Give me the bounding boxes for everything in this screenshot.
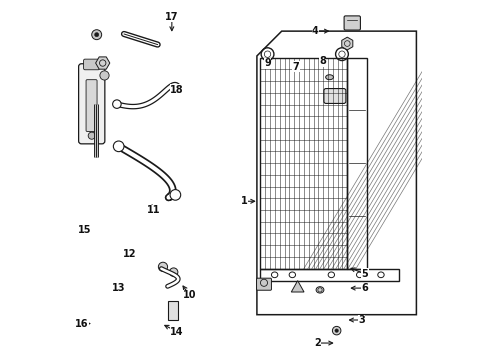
- Circle shape: [170, 190, 181, 200]
- Circle shape: [92, 30, 102, 40]
- Text: 2: 2: [313, 338, 320, 348]
- Text: 17: 17: [165, 12, 178, 22]
- Circle shape: [100, 71, 109, 80]
- FancyBboxPatch shape: [344, 16, 360, 30]
- Circle shape: [332, 327, 340, 335]
- Text: 12: 12: [122, 249, 136, 260]
- Circle shape: [334, 329, 338, 332]
- Polygon shape: [291, 281, 304, 292]
- Ellipse shape: [315, 287, 323, 293]
- FancyBboxPatch shape: [86, 80, 97, 131]
- FancyBboxPatch shape: [323, 89, 345, 103]
- Bar: [260, 269, 398, 281]
- Bar: [260, 58, 346, 269]
- Bar: [167, 301, 177, 320]
- Text: 8: 8: [318, 56, 325, 66]
- Text: 18: 18: [170, 85, 183, 95]
- Text: 7: 7: [292, 62, 299, 72]
- Text: 10: 10: [183, 290, 196, 300]
- Circle shape: [94, 32, 99, 37]
- Circle shape: [113, 141, 124, 152]
- Text: 3: 3: [357, 315, 364, 325]
- Text: 15: 15: [78, 225, 92, 235]
- Circle shape: [88, 132, 95, 139]
- Ellipse shape: [325, 75, 333, 80]
- FancyBboxPatch shape: [79, 64, 104, 144]
- Text: 13: 13: [112, 283, 125, 293]
- FancyBboxPatch shape: [256, 278, 271, 290]
- Text: 9: 9: [264, 58, 270, 68]
- FancyBboxPatch shape: [83, 59, 100, 70]
- Text: 1: 1: [241, 196, 247, 206]
- Circle shape: [169, 268, 178, 276]
- Text: 5: 5: [361, 269, 367, 279]
- Bar: [346, 58, 366, 269]
- Text: 11: 11: [147, 205, 161, 215]
- Text: 14: 14: [170, 327, 183, 337]
- Circle shape: [158, 262, 167, 271]
- Circle shape: [112, 100, 121, 108]
- Text: 6: 6: [361, 283, 367, 293]
- Text: 16: 16: [75, 319, 89, 329]
- Text: 4: 4: [311, 26, 318, 36]
